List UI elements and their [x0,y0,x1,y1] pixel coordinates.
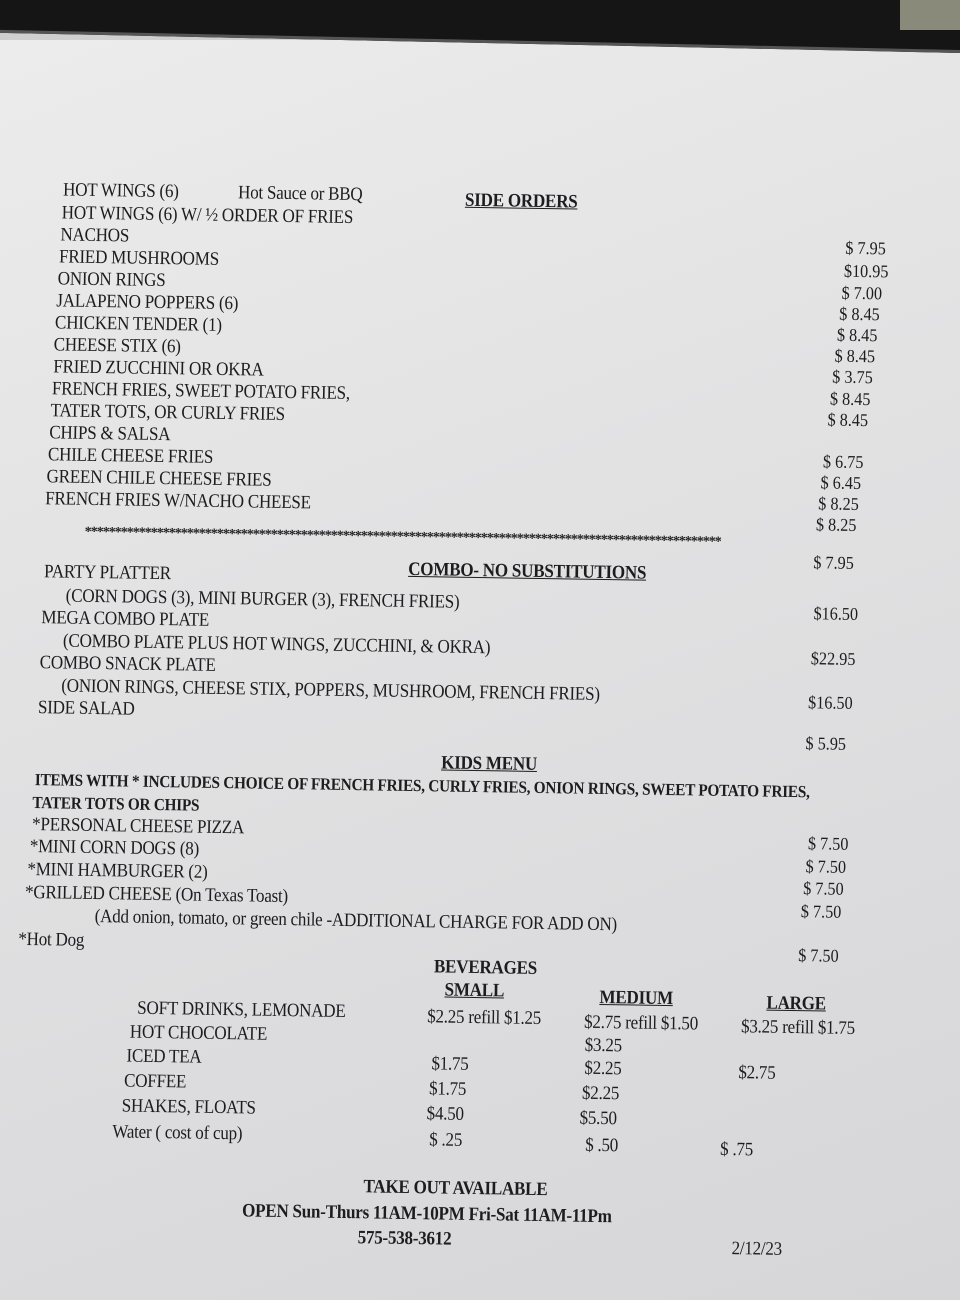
side-item: CHIPS & SALSA [49,422,171,446]
bev-name: Water ( cost of cup) [112,1121,243,1145]
combo-desc: (ONION RINGS, CHEESE STIX, POPPERS, MUSH… [61,675,600,705]
side-price: $ 6.45 [820,472,862,494]
kids-item: *GRILLED CHEESE (On Texas Toast) [24,881,289,908]
kids-addon-note: (Add onion, tomato, or green chile -ADDI… [94,906,618,936]
side-item: HOT WINGS (6) [62,179,179,203]
sauce-note: Hot Sauce or BBQ [237,182,363,206]
bev-small: $ .25 [429,1129,463,1151]
side-price: $ 8.45 [827,409,869,431]
side-item: NACHOS [60,224,130,247]
bev-small: $4.50 [426,1103,464,1125]
takeout-notice: TAKE OUT AVAILABLE [363,1176,548,1201]
combo-name: COMBO SNACK PLATE [39,652,216,676]
bev-large: $2.75 [738,1062,776,1084]
bev-medium: $5.50 [579,1107,617,1130]
side-price: $ 8.25 [818,493,859,514]
side-price: $ 6.75 [822,451,864,473]
combo-price: $ 5.95 [805,733,847,754]
side-item: ONION RINGS [57,268,166,292]
bev-medium: $2.25 [581,1082,620,1105]
side-item: CHICKEN TENDER (1) [54,312,222,336]
side-price: $ 8.25 [815,514,857,535]
side-price: $ 8.45 [839,303,880,325]
bev-small: $1.75 [431,1053,469,1075]
side-item: FRENCH FRIES W/NACHO CHEESE [45,488,311,514]
background-corner [900,0,960,30]
bev-large: $3.25 refill $1.75 [740,1016,856,1039]
side-price: $ 3.75 [832,366,873,388]
kids-note: TATER TOTS OR CHIPS [32,793,200,815]
side-item: FRIED MUSHROOMS [58,246,220,270]
kids-item: *MINI HAMBURGER (2) [27,858,208,883]
phone-number: 575-538-3612 [357,1227,452,1250]
combo-price: $16.50 [807,692,853,713]
side-price: $ 8.45 [836,324,878,346]
kids-price: $ 7.50 [807,833,849,854]
bev-name: COFFEE [123,1070,187,1093]
bev-large: $ .75 [719,1138,754,1161]
bev-col-medium: MEDIUM [599,986,674,1010]
bev-name: SOFT DRINKS, LEMONADE [137,997,346,1022]
side-price: $10.95 [843,260,889,282]
combo-name: MEGA COMBO PLATE [41,607,210,631]
bev-small: $2.25 refill $1.25 [426,1006,542,1030]
bev-medium: $ .50 [585,1134,619,1157]
bev-small: $1.75 [428,1078,467,1100]
side-item: FRIED ZUCCHINI OR OKRA [53,356,264,381]
side-item: CHEESE STIX (6) [53,334,181,358]
side-price: $ 7.95 [845,237,886,259]
bev-medium: $2.75 refill $1.50 [583,1011,699,1035]
bev-col-small: SMALL [444,979,505,1002]
kids-price: $ 7.50 [800,901,842,922]
combo-price: $16.50 [813,603,859,624]
side-price: $ 8.45 [829,388,871,410]
bev-name: SHAKES, FLOATS [121,1095,256,1119]
menu-date: 2/12/23 [731,1238,783,1260]
combo-heading: COMBO- NO SUBSTITUTIONS [408,558,647,584]
kids-item: *MINI CORN DOGS (8) [29,836,200,860]
side-price: $ 8.45 [834,345,876,367]
kids-item: *Hot Dog [18,928,85,951]
side-orders-heading: SIDE ORDERS [464,189,578,213]
bev-col-large: LARGE [766,992,827,1015]
bev-name: HOT CHOCOLATE [129,1021,268,1045]
kids-heading: KIDS MENU [440,752,538,775]
side-price: $ 7.00 [841,282,883,304]
bev-medium: $3.25 [584,1034,623,1057]
combo-name: SIDE SALAD [37,697,135,720]
kids-price: $ 7.50 [803,878,844,899]
combo-name: PARTY PLATTER [43,561,172,585]
side-item: CHILE CHEESE FRIES [47,444,214,468]
beverages-heading: BEVERAGES [433,956,538,979]
bev-medium: $2.25 [584,1057,622,1080]
kids-price: $ 7.50 [798,945,839,966]
menu-sheet [0,40,960,1300]
side-price: $ 7.95 [813,552,855,573]
hours: OPEN Sun-Thurs 11AM-10PM Fri-Sat 11AM-11… [241,1200,612,1228]
combo-price: $22.95 [810,648,856,669]
bev-name: ICED TEA [126,1045,202,1068]
kids-price: $ 7.50 [805,856,847,877]
side-item: JALAPENO POPPERS (6) [56,290,239,315]
